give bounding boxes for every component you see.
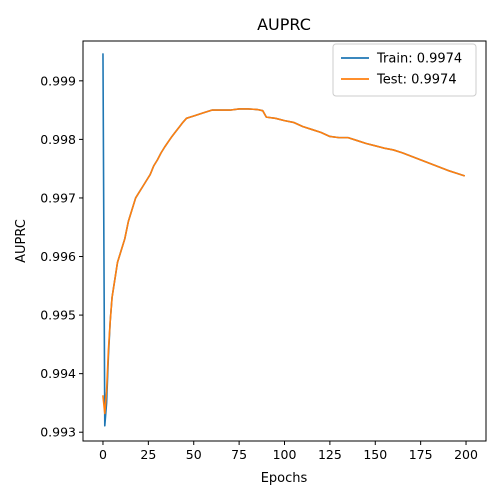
x-tick-label: 175 [409,447,433,462]
x-tick-label: 50 [186,447,202,462]
y-tick-label: 0.997 [40,190,76,205]
y-tick-label: 0.999 [40,73,76,88]
y-tick-label: 0.993 [40,425,76,440]
x-tick-label: 200 [454,447,478,462]
x-tick-label: 75 [231,447,247,462]
legend-label-1: Test: 0.9974 [376,73,457,88]
x-axis-title: Epochs [261,471,308,486]
y-tick-label: 0.998 [40,132,76,147]
chart-title: AUPRC [257,15,311,34]
legend-label-0: Train: 0.9974 [376,52,462,67]
axes: 0 25 50 75 100 125 150 175 200 0.993 0.994 0.995 0.9… [40,40,487,462]
plot-area [102,53,466,427]
x-tick-label: 25 [140,447,156,462]
y-tick-label: 0.996 [40,249,76,264]
y-tick-label: 0.994 [40,366,76,381]
x-tick-label: 150 [363,447,387,462]
y-axis-title: AUPRC [14,219,29,263]
x-tick-label: 100 [273,447,297,462]
x-tick-label: 125 [318,447,342,462]
legend-box [332,43,477,97]
series-line-1 [102,108,466,415]
y-tick-label: 0.995 [40,308,76,323]
x-tick-label: 0 [99,447,107,462]
legend: Train: 0.9974 Test: 0.9974 [332,43,477,97]
